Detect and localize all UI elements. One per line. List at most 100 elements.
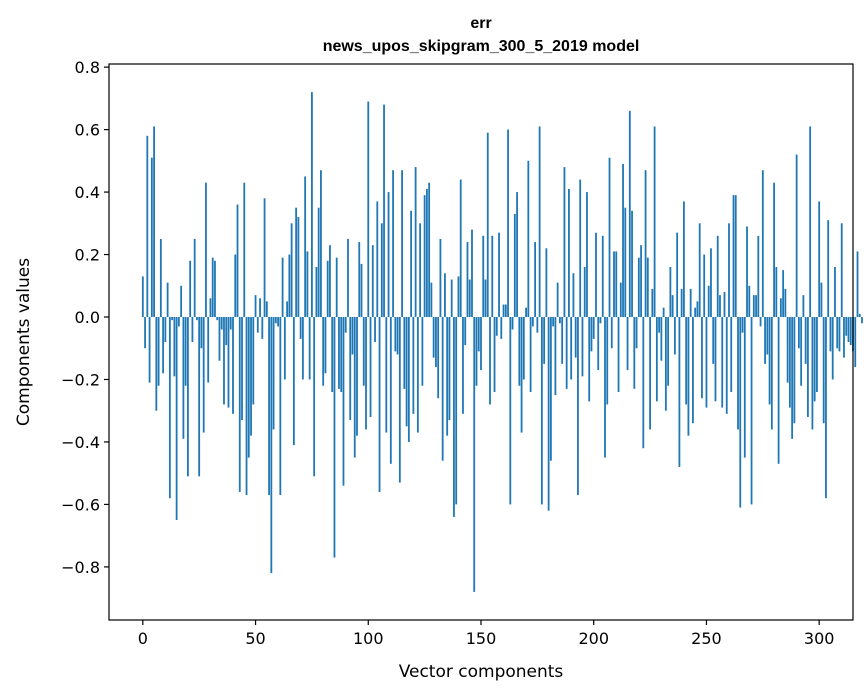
bar-10: [164, 317, 167, 342]
bar-264: [737, 317, 739, 430]
bar-257: [721, 317, 724, 408]
bar-204: [601, 235, 604, 318]
bar-190: [570, 317, 573, 380]
bar-217: [631, 210, 633, 318]
bar-185: [559, 317, 561, 324]
bar-76: [313, 317, 316, 477]
bar-143: [464, 317, 467, 346]
y-tick-label: −0.2: [61, 370, 100, 389]
bar-229: [658, 317, 661, 333]
bar-114: [398, 317, 401, 483]
bar-215: [626, 317, 629, 371]
bar-149: [477, 317, 480, 352]
bar-66: [290, 223, 293, 318]
bar-145: [468, 279, 471, 318]
bar-85: [333, 317, 336, 558]
bar-294: [804, 317, 807, 364]
bar-30: [209, 298, 212, 318]
bar-102: [371, 245, 374, 318]
bar-223: [644, 170, 647, 318]
bar-281: [775, 267, 778, 318]
bar-237: [676, 232, 679, 318]
bar-221: [640, 245, 642, 318]
bar-282: [777, 317, 780, 464]
bar-176: [538, 126, 541, 318]
bar-296: [809, 126, 812, 318]
bar-177: [540, 317, 543, 505]
bar-69: [297, 217, 300, 318]
bar-157: [495, 317, 498, 336]
bar-35: [220, 317, 223, 330]
bar-153: [486, 132, 489, 318]
bar-269: [748, 285, 751, 318]
bar-113: [396, 317, 399, 355]
bar-218: [633, 317, 636, 389]
bar-166: [516, 192, 518, 318]
bar-53: [261, 317, 264, 339]
bar-108: [385, 317, 388, 433]
bar-93: [351, 317, 354, 355]
bar-208: [610, 317, 613, 349]
bar-31: [211, 257, 214, 318]
bar-70: [299, 317, 302, 339]
bar-65: [288, 254, 291, 318]
bar-120: [412, 317, 415, 414]
bar-225: [649, 317, 651, 430]
bar-168: [520, 317, 523, 433]
bar-26: [200, 317, 203, 349]
bar-146: [471, 229, 473, 318]
y-axis-label: Components values: [14, 258, 34, 426]
bar-283: [779, 298, 782, 318]
bar-191: [572, 273, 575, 318]
bar-162: [507, 129, 509, 318]
bar-241: [685, 317, 688, 405]
x-tick-label: 300: [804, 629, 835, 648]
bar-246: [696, 301, 699, 318]
bar-159: [500, 317, 503, 339]
bar-312: [845, 317, 848, 336]
bar-150: [480, 317, 482, 371]
bar-171: [527, 160, 530, 318]
bar-139: [455, 317, 458, 505]
bar-197: [586, 192, 588, 318]
y-tick-label: 0.8: [75, 58, 100, 77]
bar-110: [389, 317, 392, 464]
bar-292: [800, 317, 803, 386]
bar-289: [793, 317, 796, 424]
bar-227: [653, 126, 656, 318]
bar-78: [317, 207, 320, 318]
bar-117: [405, 317, 408, 427]
bar-130: [435, 317, 437, 367]
bar-305: [829, 317, 832, 352]
bar-148: [475, 317, 478, 386]
bar-68: [295, 207, 298, 318]
bar-183: [554, 317, 557, 396]
y-tick-label: 0.2: [75, 246, 100, 265]
bar-301: [820, 282, 823, 318]
bar-5: [153, 126, 155, 318]
bar-48: [250, 317, 252, 436]
bar-138: [453, 317, 455, 517]
bar-87: [338, 317, 340, 389]
bar-236: [673, 317, 676, 355]
bar-196: [583, 267, 586, 318]
bar-213: [622, 163, 624, 318]
bar-71: [301, 317, 304, 380]
y-tick-label: −0.4: [61, 433, 100, 452]
bar-272: [755, 295, 757, 318]
bar-75: [311, 92, 313, 318]
chart-subtitle: news_upos_skipgram_300_5_2019 model: [323, 38, 640, 55]
bar-313: [847, 317, 850, 342]
bar-24: [196, 317, 198, 321]
bar-106: [380, 223, 383, 318]
bar-101: [369, 317, 372, 417]
bar-298: [813, 317, 816, 402]
bar-280: [773, 182, 775, 318]
bar-203: [599, 317, 602, 324]
bar-3: [148, 317, 151, 383]
bar-302: [822, 317, 825, 424]
y-tick-label: 0.6: [75, 121, 100, 140]
bar-206: [606, 317, 609, 405]
bar-260: [728, 223, 730, 318]
bar-55: [265, 301, 268, 318]
